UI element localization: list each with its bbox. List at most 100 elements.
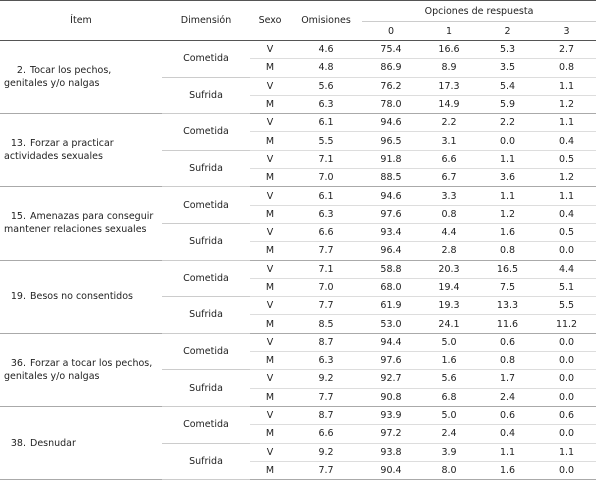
value-cell: 19.3 (420, 296, 478, 316)
value-cell: 2.2 (420, 113, 478, 133)
value-cell: 4.8 (290, 58, 362, 78)
value-cell: 1.1 (537, 443, 596, 462)
table-row: M 7.0 68.0 19.4 7.5 5.1 (0, 278, 596, 298)
sex-cell: M (250, 424, 290, 444)
value-cell: 5.5 (537, 296, 596, 316)
sex-cell: V (250, 150, 290, 170)
table-row: Sufrida V 7.7 61.9 19.3 13.3 5.5 (0, 296, 596, 334)
value-cell: 6.8 (420, 388, 478, 407)
value-cell: 1.6 (420, 351, 478, 371)
value-cell: 7.7 (290, 388, 362, 407)
sex-cell: M (250, 351, 290, 371)
table-row: 15. Amenazas para conseguir mantener rela… (0, 186, 596, 261)
sex-cell: V (250, 333, 290, 353)
sex-cell: M (250, 168, 290, 188)
sex-cell: M (250, 205, 290, 224)
table-row: 2. Tocar los pechos, genitales y/o nalgas… (0, 40, 596, 115)
sex-cell: M (250, 95, 290, 115)
value-cell: 0.8 (478, 351, 537, 371)
value-cell: 7.1 (290, 260, 362, 279)
value-cell: 3.1 (420, 131, 478, 151)
value-cell: 8.9 (420, 58, 478, 78)
table-row: M 6.3 97.6 1.6 0.8 0.0 (0, 351, 596, 371)
value-cell: 5.0 (420, 406, 478, 426)
value-cell: 5.5 (290, 131, 362, 151)
value-cell: 92.7 (362, 369, 420, 389)
dimension-cell: Cometida (162, 113, 250, 151)
value-cell: 93.4 (362, 223, 420, 243)
sex-cell: V (250, 369, 290, 389)
item-text: Desnudar (30, 437, 76, 449)
value-cell: 96.5 (362, 131, 420, 151)
value-cell: 1.7 (478, 369, 537, 389)
value-cell: 0.0 (537, 388, 596, 407)
value-cell: 0.0 (537, 461, 596, 480)
value-cell: 20.3 (420, 260, 478, 279)
item-number: 36. (10, 357, 26, 369)
value-cell: 11.2 (537, 314, 596, 334)
value-cell: 96.4 (362, 241, 420, 261)
value-cell: 0.0 (537, 351, 596, 371)
value-cell: 5.9 (478, 95, 537, 115)
table-row: M 8.5 53.0 24.1 11.6 11.2 (0, 314, 596, 334)
value-cell: 78.0 (362, 95, 420, 115)
value-cell: 7.0 (290, 278, 362, 298)
dimension-cell: Sufrida (162, 296, 250, 334)
dimension-cell: Cometida (162, 260, 250, 298)
header-option: 0 (387, 25, 395, 37)
table-row: M 6.3 97.6 0.8 1.2 0.4 (0, 205, 596, 224)
value-cell: 11.6 (478, 314, 537, 334)
value-cell: 94.6 (362, 186, 420, 206)
sex-cell: V (250, 443, 290, 462)
value-cell: 7.0 (290, 168, 362, 188)
sex-cell: M (250, 58, 290, 78)
dimension-cell: Cometida (162, 186, 250, 224)
table-row: Sufrida V 9.2 93.8 3.9 1.1 1.1 (0, 443, 596, 480)
sex-cell: V (250, 223, 290, 243)
dimension-cell: Cometida (162, 40, 250, 78)
sex-cell: V (250, 186, 290, 206)
header-options-title: Opciones de respuesta (362, 0, 596, 22)
value-cell: 0.0 (537, 369, 596, 389)
value-cell: 5.0 (420, 333, 478, 353)
header-omissions: Omisiones (301, 15, 351, 26)
value-cell: 7.7 (290, 296, 362, 316)
table-row: M 5.5 96.5 3.1 0.0 0.4 (0, 131, 596, 151)
value-cell: 6.3 (290, 95, 362, 115)
value-cell: 8.5 (290, 314, 362, 334)
item-number: 2. (16, 65, 26, 77)
value-cell: 86.9 (362, 58, 420, 78)
sex-cell: V (250, 296, 290, 316)
item-cell: 19. Besos no consentidos (0, 260, 162, 334)
value-cell: 5.6 (420, 369, 478, 389)
table-row: Sufrida V 9.2 92.7 5.6 1.7 0.0 (0, 369, 596, 407)
table-row: 36. Forzar a tocar los pechos, genitales … (0, 333, 596, 407)
value-cell: 58.8 (362, 260, 420, 279)
value-cell: 0.6 (478, 406, 537, 426)
value-cell: 0.0 (537, 241, 596, 261)
value-cell: 8.7 (290, 406, 362, 426)
value-cell: 53.0 (362, 314, 420, 334)
value-cell: 68.0 (362, 278, 420, 298)
sex-cell: V (250, 113, 290, 133)
value-cell: 0.4 (478, 424, 537, 444)
item-text: Besos no consentidos (30, 291, 133, 303)
value-cell: 1.1 (478, 443, 537, 462)
item-number: 13. (10, 138, 26, 150)
value-cell: 1.2 (537, 168, 596, 188)
value-cell: 0.0 (478, 131, 537, 151)
value-cell: 2.4 (420, 424, 478, 444)
table-row: M 6.6 97.2 2.4 0.4 0.0 (0, 424, 596, 444)
header-item: Ítem (70, 15, 92, 26)
item-number: 19. (10, 291, 26, 303)
value-cell: 6.6 (290, 424, 362, 444)
value-cell: 0.4 (537, 131, 596, 151)
value-cell: 97.6 (362, 351, 420, 371)
value-cell: 75.4 (362, 40, 420, 60)
value-cell: 0.8 (537, 58, 596, 78)
table-header: Ítem Dimensión Sexo Omisiones Opciones d… (0, 0, 596, 41)
table-row: Sufrida V 6.6 93.4 4.4 1.6 0.5 (0, 223, 596, 261)
value-cell: 0.5 (537, 150, 596, 170)
value-cell: 4.4 (420, 223, 478, 243)
